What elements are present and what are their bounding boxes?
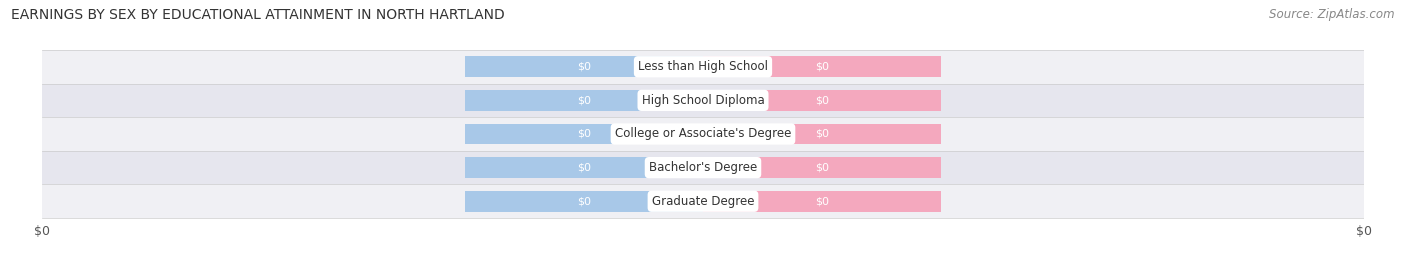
- Bar: [42, 184, 1364, 218]
- Bar: [42, 50, 1364, 84]
- Text: $0: $0: [576, 129, 591, 139]
- Text: EARNINGS BY SEX BY EDUCATIONAL ATTAINMENT IN NORTH HARTLAND: EARNINGS BY SEX BY EDUCATIONAL ATTAINMEN…: [11, 8, 505, 22]
- Text: $0: $0: [815, 62, 830, 72]
- Bar: [703, 56, 941, 77]
- Bar: [465, 191, 703, 212]
- Text: College or Associate's Degree: College or Associate's Degree: [614, 128, 792, 140]
- Text: $0: $0: [815, 95, 830, 105]
- Text: $0: $0: [815, 196, 830, 206]
- Text: Bachelor's Degree: Bachelor's Degree: [650, 161, 756, 174]
- Text: Less than High School: Less than High School: [638, 60, 768, 73]
- Text: Source: ZipAtlas.com: Source: ZipAtlas.com: [1270, 8, 1395, 21]
- Text: $0: $0: [576, 196, 591, 206]
- Text: $0: $0: [576, 95, 591, 105]
- Bar: [703, 124, 941, 144]
- Bar: [703, 157, 941, 178]
- Bar: [703, 191, 941, 212]
- Text: $0: $0: [576, 62, 591, 72]
- Bar: [42, 84, 1364, 117]
- Bar: [465, 157, 703, 178]
- Bar: [465, 124, 703, 144]
- Text: $0: $0: [815, 163, 830, 173]
- Text: Graduate Degree: Graduate Degree: [652, 195, 754, 208]
- Text: High School Diploma: High School Diploma: [641, 94, 765, 107]
- Text: $0: $0: [815, 129, 830, 139]
- Bar: [465, 56, 703, 77]
- Bar: [703, 90, 941, 111]
- Bar: [42, 117, 1364, 151]
- Bar: [42, 151, 1364, 184]
- Bar: [465, 90, 703, 111]
- Text: $0: $0: [576, 163, 591, 173]
